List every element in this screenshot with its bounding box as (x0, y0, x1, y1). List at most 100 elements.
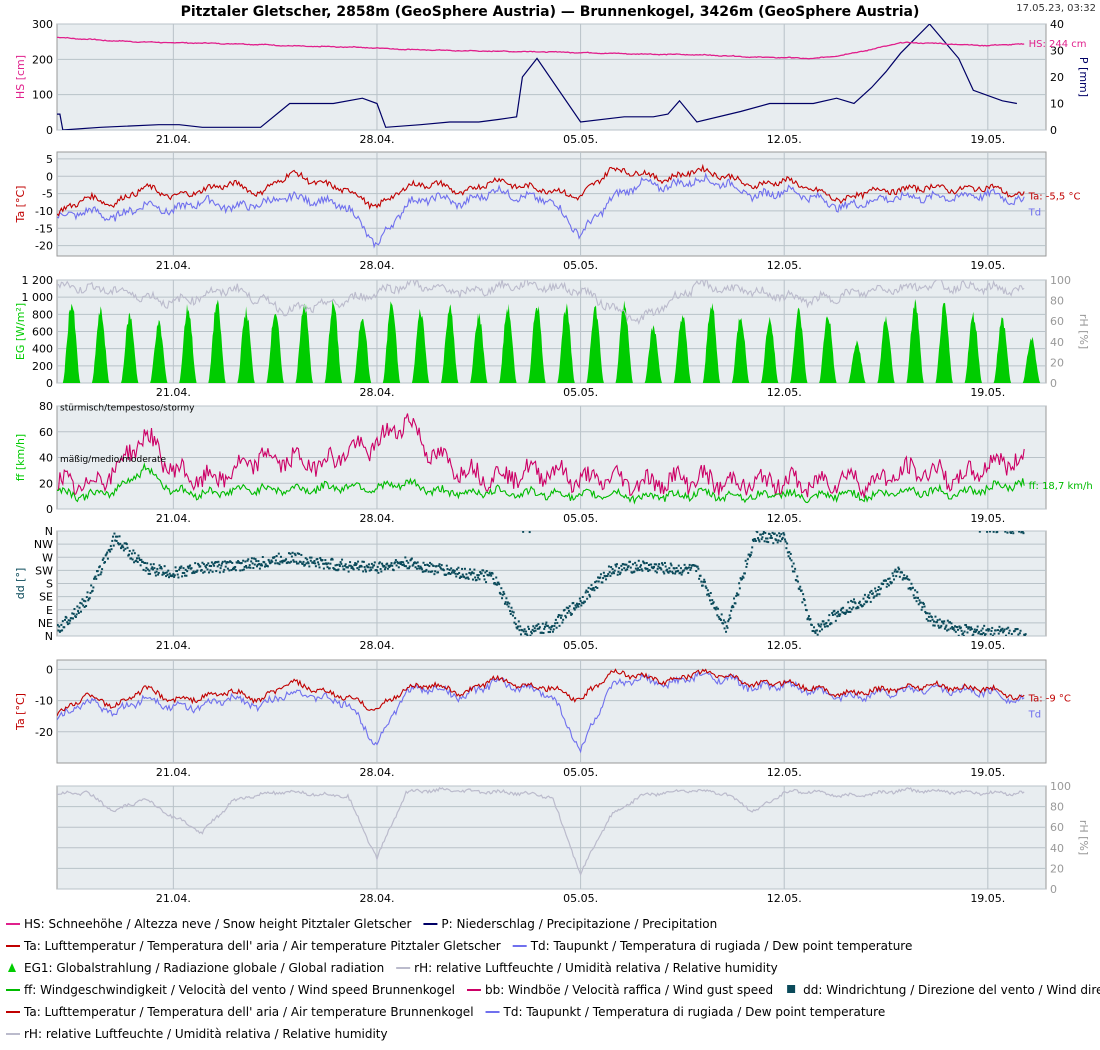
legend-item-label: bb: Windböe / Velocità raffica / Wind gu… (485, 983, 773, 997)
wind-direction-point (233, 567, 236, 570)
wind-direction-point (546, 624, 549, 627)
y-tick-label: 5 (46, 153, 53, 166)
wind-direction-point (793, 570, 796, 573)
wind-direction-point (586, 597, 589, 600)
wind-direction-point (75, 613, 78, 616)
wind-direction-point (525, 630, 528, 633)
wind-direction-point (641, 569, 644, 572)
wind-direction-point (944, 626, 947, 629)
wind-direction-point (244, 560, 247, 563)
wind-direction-point (82, 599, 85, 602)
wind-direction-point (259, 564, 262, 567)
wind-direction-point (987, 629, 990, 632)
x-tick-label: 19.05. (970, 259, 1005, 272)
wind-direction-point (526, 634, 529, 636)
wind-direction-point (912, 594, 915, 597)
wind-direction-point (458, 576, 461, 579)
wind-direction-point (521, 629, 524, 632)
wind-direction-point (383, 568, 386, 571)
wind-direction-point (172, 573, 175, 576)
wind-direction-point (402, 561, 405, 564)
wind-direction-point (653, 565, 656, 568)
wind-direction-point (240, 561, 243, 564)
wind-direction-point (269, 561, 272, 564)
legend-item-label: Ta: Lufttemperatur / Temperatura dell' a… (23, 939, 501, 953)
wind-direction-point (545, 621, 548, 624)
x-tick-label: 12.05. (767, 133, 802, 146)
wind-direction-point (105, 553, 108, 556)
wind-direction-point (823, 625, 826, 628)
wind-direction-point (607, 573, 610, 576)
wind-direction-point (227, 561, 230, 564)
wind-direction-point (700, 580, 703, 583)
wind-direction-point (250, 557, 253, 560)
wind-direction-point (445, 564, 448, 567)
wind-direction-point (556, 621, 559, 624)
wind-direction-point (837, 613, 840, 616)
wind-direction-point (588, 593, 591, 596)
wind-direction-point (327, 562, 330, 565)
wind-direction-point (785, 547, 788, 550)
wind-direction-point (427, 570, 430, 573)
wind-direction-point (991, 626, 994, 629)
wind-direction-point (640, 568, 643, 571)
plot-area (56, 785, 1047, 890)
wind-direction-point (110, 548, 113, 551)
eg-day-area (353, 318, 372, 383)
wind-direction-point (192, 570, 195, 573)
panel-p4: 0 20 40 60 80 21.04. 28.04. 05.05. 12.05. 19.05. f… (14, 400, 1093, 525)
wind-direction-point (416, 561, 419, 564)
wind-direction-point (132, 549, 135, 552)
wind-direction-point (213, 564, 216, 567)
wind-direction-point (437, 571, 440, 574)
wind-direction-point (361, 560, 364, 563)
wind-direction-point (173, 575, 176, 578)
wind-direction-point (343, 564, 346, 567)
wind-direction-point (695, 570, 698, 573)
wind-direction-point (792, 562, 795, 565)
wind-direction-point (300, 553, 303, 556)
wind-direction-point (631, 571, 634, 574)
wind-direction-point (778, 535, 781, 538)
wind-direction-point (415, 567, 418, 570)
wind-direction-point (278, 563, 281, 566)
wind-direction-point (151, 568, 154, 571)
wind-direction-point (167, 569, 170, 572)
wind-direction-point (802, 598, 805, 601)
wind-direction-point (140, 558, 143, 561)
wind-direction-point (970, 628, 973, 631)
wind-direction-point (817, 623, 820, 626)
wind-direction-point (866, 596, 869, 599)
x-tick-label: 19.05. (970, 766, 1005, 779)
wind-direction-point (761, 536, 764, 539)
wind-direction-point (680, 573, 683, 576)
wind-direction-point (902, 577, 905, 580)
wind-direction-point (738, 587, 741, 590)
wind-direction-point (1018, 632, 1021, 635)
wind-direction-point (339, 561, 342, 564)
wind-direction-point (555, 626, 558, 629)
eg-day-area (62, 303, 81, 383)
wind-direction-point (273, 556, 276, 559)
wind-direction-point (601, 581, 604, 584)
y-tick-label: E (46, 604, 53, 617)
wind-direction-point (937, 624, 940, 627)
wind-direction-point (485, 570, 488, 573)
legend-item-label: EG1: Globalstrahlung / Radiazione global… (24, 961, 384, 975)
wind-direction-point (456, 573, 459, 576)
wind-direction-point (945, 624, 948, 627)
wind-direction-point (991, 634, 994, 636)
wind-direction-point (828, 614, 831, 617)
wind-direction-point (506, 601, 509, 604)
y2-tick-label: 0 (1050, 883, 1057, 896)
wind-direction-point (246, 559, 249, 562)
eg-day-area (615, 300, 633, 383)
wind-direction-point (913, 597, 916, 600)
wind-direction-point (231, 567, 234, 570)
wind-direction-point (415, 562, 418, 565)
wind-direction-point (98, 565, 101, 568)
wind-direction-point (552, 628, 555, 631)
y-axis-label: dd [°] (14, 568, 27, 600)
chart-title: Pitztaler Gletscher, 2858m (GeoSphere Au… (181, 4, 920, 20)
legend-item-label: P: Niederschlag / Precipitazione / Preci… (441, 917, 717, 931)
